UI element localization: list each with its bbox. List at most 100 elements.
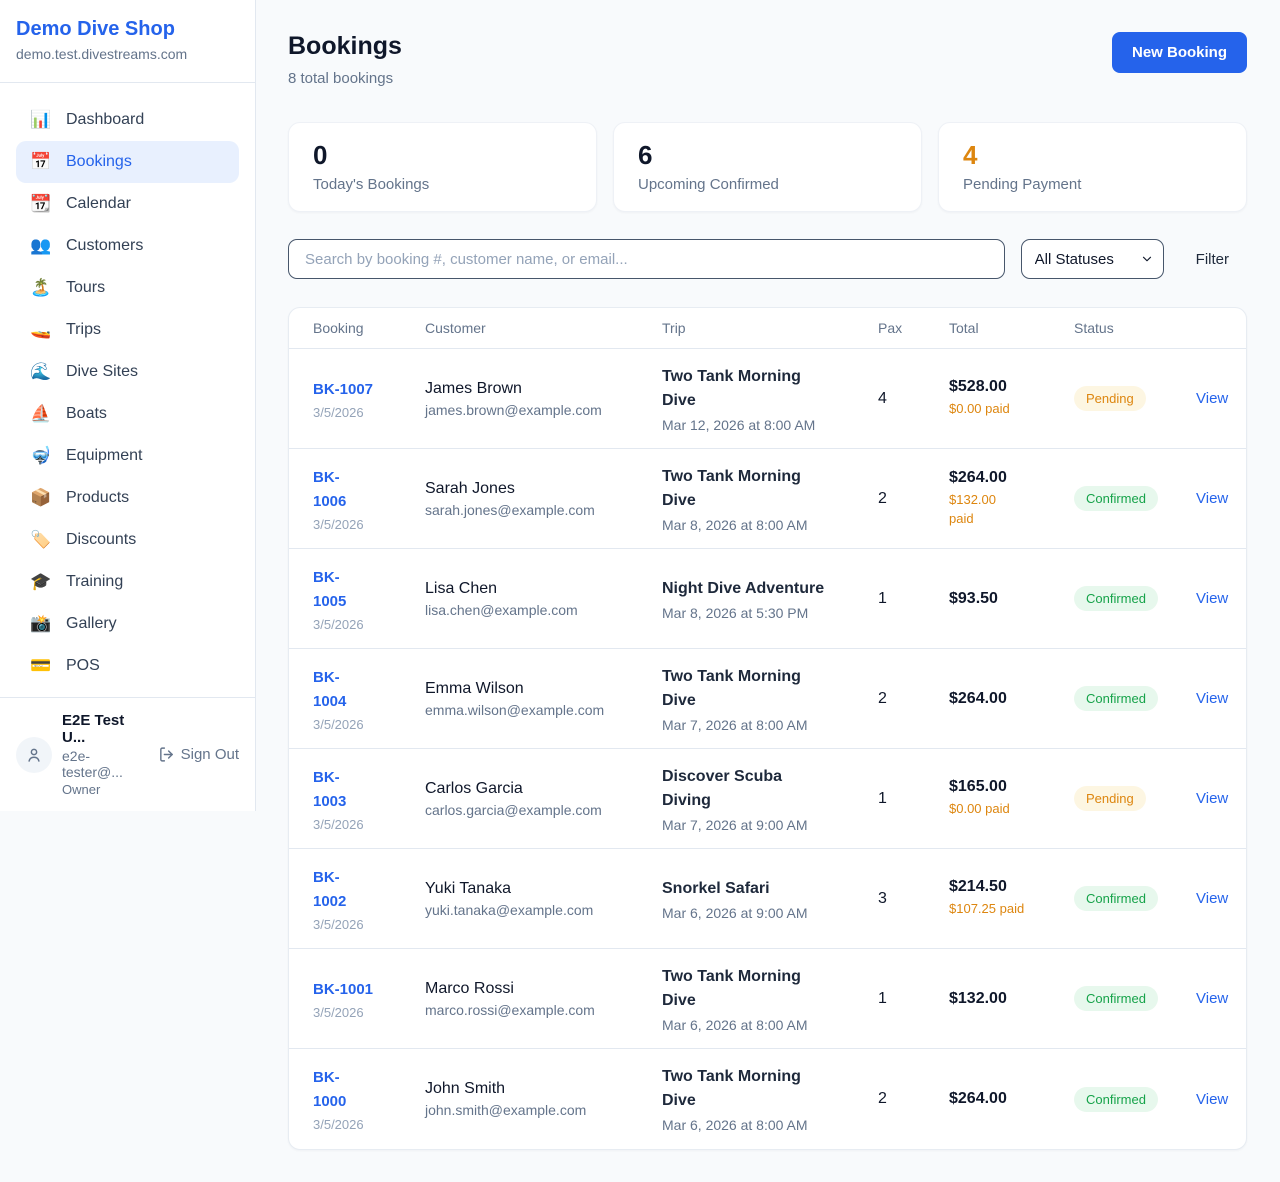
sidebar-item-products[interactable]: 📦 Products [16,477,239,519]
total-cell: $264.00 [949,1090,1074,1108]
search-input[interactable] [288,239,1005,279]
sidebar-item-label: Dive Sites [66,363,139,380]
pax-count: 2 [878,689,887,707]
total-amount: $264.00 [949,689,1007,707]
col-header-total: Total [949,320,979,336]
sidebar-item-boats[interactable]: ⛵ Boats [16,393,239,435]
customer-email: john.smith@example.com [425,1102,587,1118]
booking-cell: BK- 1003 3/5/2026 [313,766,425,832]
sidebar-item-label: Bookings [66,153,132,170]
booking-cell: BK- 1006 3/5/2026 [313,466,425,532]
sidebar-item-label: Calendar [66,195,131,212]
trip-name: Discover Scuba Diving [662,767,783,809]
trip-cell: Two Tank Morning Dive Mar 6, 2026 at 8:0… [662,1065,878,1133]
sign-out-button[interactable]: Sign Out [158,746,239,763]
trip-cell: Night Dive Adventure Mar 8, 2026 at 5:30… [662,577,878,621]
sidebar-item-dive-sites[interactable]: 🌊 Dive Sites [16,351,239,393]
status-select-wrap: All Statuses [1020,239,1164,279]
sidebar-item-training[interactable]: 🎓 Training [16,561,239,603]
col-header-pax: Pax [878,320,903,336]
filter-button[interactable]: Filter [1195,250,1229,268]
shop-title: Demo Dive Shop [16,18,175,40]
booking-id-link[interactable]: BK- 1003 [313,768,347,810]
view-link[interactable]: View [1196,1090,1229,1108]
customer-name: James Brown [425,379,522,397]
trip-name: Two Tank Morning Dive [662,467,801,509]
customer-name: Sarah Jones [425,479,515,497]
customer-cell: Carlos Garcia carlos.garcia@example.com [425,780,662,818]
view-link[interactable]: View [1196,590,1229,607]
stat-card-todays-bookings: 0 Today's Bookings [288,122,597,212]
booking-id-link[interactable]: BK- 1005 [313,568,347,610]
calendar-icon: 📆 [30,194,52,213]
status-cell: Confirmed [1074,886,1196,911]
total-cell: $93.50 [949,590,1074,608]
sidebar-user-footer: E2E Test U... e2e-tester@... Owner Sign … [0,697,255,811]
sidebar-item-dashboard[interactable]: 📊 Dashboard [16,99,239,141]
table-row: BK- 1002 3/5/2026 Yuki Tanaka yuki.tanak… [289,849,1246,949]
status-select[interactable]: All Statuses [1020,239,1164,279]
sidebar-item-bookings[interactable]: 📅 Bookings [16,141,239,183]
booking-id-link[interactable]: BK-1007 [313,380,374,398]
graduation-cap-icon: 🎓 [30,572,52,591]
booking-id-link[interactable]: BK- 1000 [313,1069,347,1110]
booking-date: 3/5/2026 [313,404,364,420]
sidebar: Demo Dive Shop demo.test.divestreams.com… [0,0,256,811]
booking-id-link[interactable]: BK- 1006 [313,468,347,510]
sidebar-item-gallery[interactable]: 📸 Gallery [16,603,239,645]
sidebar-item-pos[interactable]: 💳 POS [16,645,239,687]
view-link[interactable]: View [1196,390,1229,407]
sidebar-item-calendar[interactable]: 📆 Calendar [16,183,239,225]
stat-label: Today's Bookings [313,176,430,193]
booking-id-link[interactable]: BK- 1002 [313,868,347,910]
trip-cell: Two Tank Morning Dive Mar 6, 2026 at 8:0… [662,965,878,1033]
customer-email: emma.wilson@example.com [425,701,605,718]
sidebar-item-equipment[interactable]: 🤿 Equipment [16,435,239,477]
view-link[interactable]: View [1196,890,1229,907]
pax-count: 2 [878,1090,887,1107]
trip-datetime: Mar 6, 2026 at 8:00 AM [662,1117,808,1133]
booking-id-link[interactable]: BK- 1004 [313,668,347,710]
booking-date: 3/5/2026 [313,816,364,832]
sidebar-item-label: Gallery [66,615,117,632]
camera-icon: 📸 [30,614,52,633]
trip-datetime: Mar 6, 2026 at 9:00 AM [662,904,808,921]
sidebar-item-trips[interactable]: 🚤 Trips [16,309,239,351]
view-link[interactable]: View [1196,690,1229,707]
sidebar-item-customers[interactable]: 👥 Customers [16,225,239,267]
trip-datetime: Mar 7, 2026 at 8:00 AM [662,716,808,733]
sidebar-item-label: Trips [66,321,101,338]
total-cell: $165.00 $0.00 paid [949,778,1074,819]
pax-count: 2 [878,489,887,507]
table-row: BK- 1005 3/5/2026 Lisa Chen lisa.chen@ex… [289,549,1246,649]
customer-name: John Smith [425,1080,506,1097]
view-link[interactable]: View [1196,790,1229,807]
trip-name: Two Tank Morning Dive [662,667,801,709]
view-link[interactable]: View [1196,990,1229,1007]
island-icon: 🏝️ [30,278,52,297]
status-badge: Confirmed [1074,886,1158,911]
trip-datetime: Mar 8, 2026 at 5:30 PM [662,604,809,621]
booking-date: 3/5/2026 [313,616,364,632]
trip-datetime: Mar 7, 2026 at 9:00 AM [662,816,808,833]
shop-domain: demo.test.divestreams.com [16,46,188,62]
page-header: Bookings 8 total bookings New Booking [288,32,1247,87]
status-badge: Confirmed [1074,686,1158,711]
wave-icon: 🌊 [30,362,52,381]
view-link[interactable]: View [1196,490,1229,507]
booking-id-link[interactable]: BK-1001 [313,980,374,998]
total-cell: $264.00 [949,690,1074,708]
trip-cell: Snorkel Safari Mar 6, 2026 at 9:00 AM [662,877,878,921]
sidebar-nav: 📊 Dashboard 📅 Bookings 📆 Calendar 👥 Cust… [0,83,255,697]
sidebar-item-label: Training [66,573,124,590]
customer-name: Marco Rossi [425,979,514,997]
pax-count: 1 [878,789,887,807]
booking-date: 3/5/2026 [313,1004,364,1020]
status-badge: Confirmed [1074,1086,1158,1112]
sidebar-item-tours[interactable]: 🏝️ Tours [16,267,239,309]
main-content: Bookings 8 total bookings New Booking 0 … [256,0,1280,1182]
total-bookings-count: 8 total bookings [288,70,394,87]
new-booking-button[interactable]: New Booking [1111,32,1247,73]
sidebar-item-discounts[interactable]: 🏷️ Discounts [16,519,239,561]
sidebar-item-label: Products [66,489,130,506]
